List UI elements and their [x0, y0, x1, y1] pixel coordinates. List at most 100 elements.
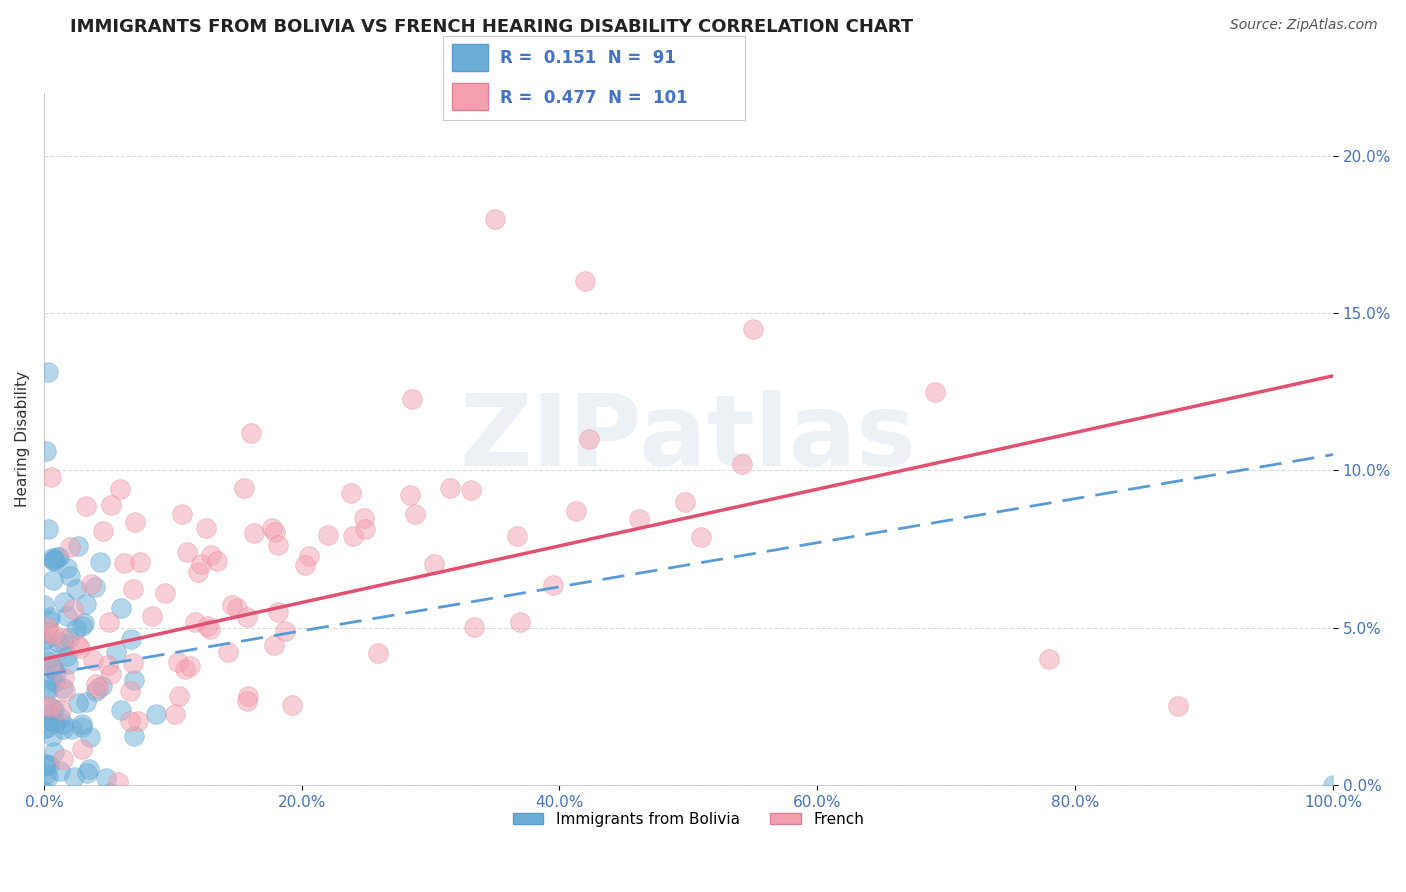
French [267, 538, 290, 552]
Immigrants from Bolivia [38, 650, 60, 665]
Immigrants from Bolivia [56, 649, 79, 664]
Immigrants from Bolivia [79, 730, 101, 744]
French [398, 488, 420, 502]
French [225, 601, 247, 615]
French [195, 521, 218, 535]
Immigrants from Bolivia [98, 786, 121, 800]
Immigrants from Bolivia [34, 785, 56, 799]
French [44, 628, 66, 642]
French [578, 432, 600, 446]
French [52, 631, 75, 645]
Immigrants from Bolivia [66, 809, 89, 823]
French [120, 714, 142, 728]
French [741, 321, 763, 335]
Immigrants from Bolivia [1322, 778, 1344, 792]
Immigrants from Bolivia [42, 553, 65, 567]
French [38, 625, 60, 640]
Immigrants from Bolivia [42, 702, 65, 716]
French [80, 577, 103, 591]
French [565, 504, 588, 518]
French [316, 528, 339, 542]
French [98, 615, 121, 630]
Immigrants from Bolivia [145, 707, 167, 722]
Immigrants from Bolivia [60, 722, 83, 736]
French [339, 809, 361, 823]
Immigrants from Bolivia [66, 539, 89, 553]
Immigrants from Bolivia [94, 772, 117, 786]
Immigrants from Bolivia [48, 635, 70, 649]
French [1167, 699, 1189, 714]
French [236, 610, 259, 624]
Immigrants from Bolivia [37, 770, 59, 784]
French [243, 525, 266, 540]
Immigrants from Bolivia [41, 730, 63, 744]
French [200, 548, 222, 562]
French [129, 556, 152, 570]
French [69, 640, 91, 655]
French [505, 529, 527, 543]
French [35, 620, 58, 634]
Immigrants from Bolivia [38, 757, 60, 772]
Immigrants from Bolivia [122, 673, 145, 687]
Immigrants from Bolivia [42, 552, 65, 566]
French [543, 578, 565, 592]
Immigrants from Bolivia [35, 756, 58, 771]
Immigrants from Bolivia [34, 721, 56, 735]
French [66, 639, 89, 653]
Immigrants from Bolivia [58, 632, 80, 646]
French [82, 652, 104, 666]
Immigrants from Bolivia [59, 568, 82, 582]
FancyBboxPatch shape [451, 45, 488, 71]
Immigrants from Bolivia [48, 711, 70, 725]
French [179, 659, 201, 673]
Immigrants from Bolivia [42, 574, 65, 588]
French [52, 752, 75, 766]
Immigrants from Bolivia [38, 798, 60, 813]
French [221, 599, 243, 613]
Text: R =  0.477  N =  101: R = 0.477 N = 101 [501, 89, 688, 107]
Immigrants from Bolivia [38, 610, 60, 624]
Y-axis label: Hearing Disability: Hearing Disability [15, 371, 30, 507]
Immigrants from Bolivia [51, 716, 73, 731]
French [574, 275, 596, 289]
Immigrants from Bolivia [35, 767, 58, 781]
French [39, 470, 62, 484]
Immigrants from Bolivia [34, 759, 56, 773]
French [176, 544, 198, 558]
French [267, 605, 290, 619]
French [93, 524, 115, 539]
French [190, 558, 212, 572]
Immigrants from Bolivia [79, 763, 101, 777]
Immigrants from Bolivia [38, 707, 60, 722]
Immigrants from Bolivia [72, 616, 94, 631]
French [167, 689, 190, 703]
French [1038, 652, 1060, 666]
Immigrants from Bolivia [42, 663, 65, 677]
Immigrants from Bolivia [45, 665, 67, 680]
French [401, 392, 423, 406]
Immigrants from Bolivia [110, 703, 132, 717]
French [200, 622, 222, 636]
Immigrants from Bolivia [53, 594, 76, 608]
French [240, 426, 263, 441]
French [460, 483, 482, 497]
Immigrants from Bolivia [37, 685, 59, 699]
French [353, 511, 375, 525]
French [100, 666, 122, 681]
Immigrants from Bolivia [76, 765, 98, 780]
Immigrants from Bolivia [35, 809, 58, 823]
Immigrants from Bolivia [35, 631, 58, 645]
Immigrants from Bolivia [44, 554, 66, 568]
French [122, 582, 145, 596]
Immigrants from Bolivia [65, 582, 87, 596]
Immigrants from Bolivia [39, 809, 62, 823]
Text: IMMIGRANTS FROM BOLIVIA VS FRENCH HEARING DISABILITY CORRELATION CHART: IMMIGRANTS FROM BOLIVIA VS FRENCH HEARIN… [70, 18, 914, 36]
Immigrants from Bolivia [52, 681, 75, 696]
Immigrants from Bolivia [34, 711, 56, 725]
French [263, 524, 285, 539]
Immigrants from Bolivia [44, 716, 66, 731]
French [167, 655, 190, 669]
French [509, 615, 531, 629]
French [233, 482, 256, 496]
Immigrants from Bolivia [34, 599, 56, 613]
